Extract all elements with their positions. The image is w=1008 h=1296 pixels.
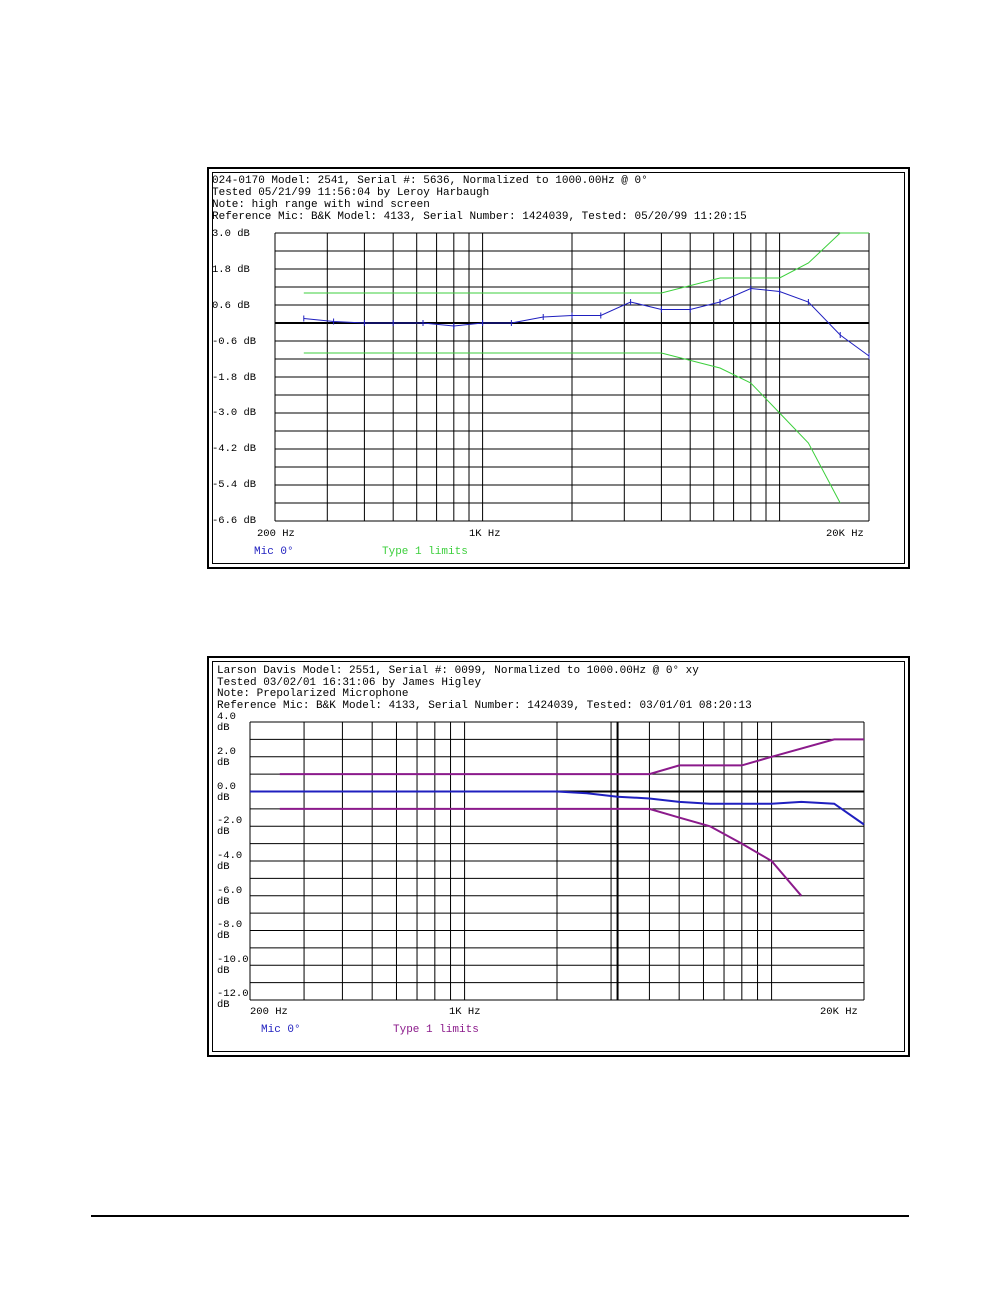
chart-2-header-line-3: Note: Prepolarized Microphone xyxy=(217,688,409,700)
page-footer-rule xyxy=(91,1215,909,1217)
chart-2-y-tick-label: -10.0 dB xyxy=(217,954,249,977)
series-line-2 xyxy=(279,807,803,897)
chart-2-y-tick-label: -6.0 dB xyxy=(217,885,243,908)
chart-1-plot-area xyxy=(274,232,870,522)
chart-2-y-tick-label: -12.0 dB xyxy=(217,988,249,1011)
chart-2-header-line-1: Larson Davis Model: 2551, Serial #: 0099… xyxy=(217,665,699,677)
chart-1-legend-limits: Type 1 limits xyxy=(382,546,468,558)
chart-1-y-tick-label: 3.0 dB xyxy=(212,228,250,240)
chart-1-header-line-2: Tested 05/21/99 11:56:04 by Leroy Harbau… xyxy=(212,187,490,199)
chart-1-y-tick-label: 0.6 dB xyxy=(212,300,250,312)
chart-2-x-tick-label: 1K Hz xyxy=(449,1006,481,1018)
chart-1-header-line-3: Note: high range with wind screen xyxy=(212,199,430,211)
series-line-2 xyxy=(303,352,841,504)
chart-1-x-tick-label: 1K Hz xyxy=(469,528,501,540)
chart-1-legend-mic: Mic 0° xyxy=(254,546,294,558)
chart-1-y-tick-label: -3.0 dB xyxy=(212,407,257,419)
series-line-0 xyxy=(250,790,865,826)
chart-1-y-tick-label: -0.6 dB xyxy=(212,336,257,348)
chart-2-y-tick-label: 2.0 dB xyxy=(217,746,236,769)
chart-2-legend-mic: Mic 0° xyxy=(261,1024,301,1036)
chart-1-x-tick-label: 200 Hz xyxy=(257,528,295,540)
chart-2-x-tick-label: 20K Hz xyxy=(820,1006,858,1018)
chart-1-y-tick-label: 1.8 dB xyxy=(212,264,250,276)
chart-2-frame xyxy=(207,656,910,1057)
chart-2-y-tick-label: 0.0 dB xyxy=(217,781,236,804)
chart-2-legend-limits: Type 1 limits xyxy=(393,1024,479,1036)
series-line-1 xyxy=(303,232,869,294)
chart-2-plot-area xyxy=(249,721,865,1001)
chart-2-header-line-2: Tested 03/02/01 16:31:06 by James Higley xyxy=(217,677,482,689)
chart-1-y-tick-label: -4.2 dB xyxy=(212,443,257,455)
chart-2-header-line-4: Reference Mic: B&K Model: 4133, Serial N… xyxy=(217,700,752,712)
chart-1-frame xyxy=(207,167,910,569)
chart-2-y-tick-label: 4.0 dB xyxy=(217,711,236,734)
chart-2-x-tick-label: 200 Hz xyxy=(250,1006,288,1018)
chart-1-inner-border xyxy=(212,172,905,564)
chart-2-y-tick-label: -2.0 dB xyxy=(217,815,243,838)
chart-1-header-line-1: 024-0170 Model: 2541, Serial #: 5636, No… xyxy=(212,175,648,187)
chart-2-y-tick-label: -4.0 dB xyxy=(217,850,243,873)
chart-1-y-tick-label: -1.8 dB xyxy=(212,372,257,384)
chart-1-x-tick-label: 20K Hz xyxy=(826,528,864,540)
chart-2-inner-border xyxy=(212,661,905,1052)
chart-2-y-tick-label: -8.0 dB xyxy=(217,919,243,942)
series-line-0 xyxy=(303,287,870,357)
chart-1-y-tick-label: -5.4 dB xyxy=(212,479,257,491)
chart-1-header-line-4: Reference Mic: B&K Model: 4133, Serial N… xyxy=(212,211,747,223)
series-line-1 xyxy=(279,738,864,776)
chart-1-y-tick-label: -6.6 dB xyxy=(212,515,257,527)
